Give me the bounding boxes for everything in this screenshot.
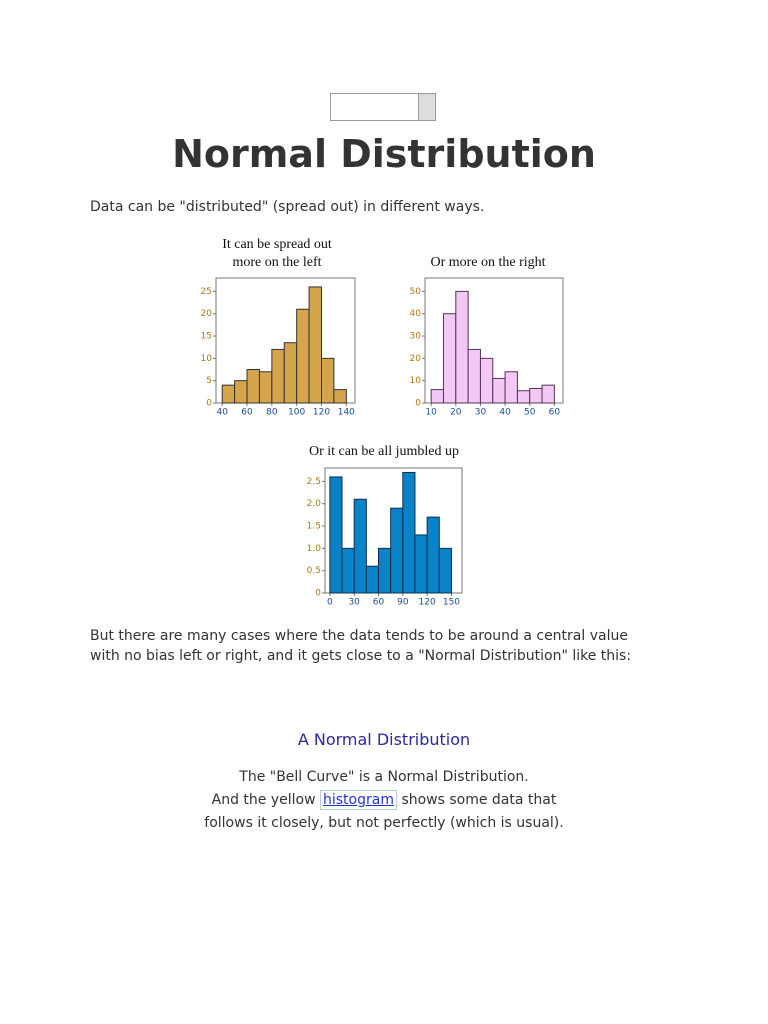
histogram-bar: [246, 369, 260, 404]
histogram-bar: [492, 377, 506, 404]
histogram-bar: [504, 371, 518, 404]
x-tick-label: 100: [288, 408, 305, 418]
x-tick-label: 120: [313, 408, 330, 418]
histogram-bar: [430, 389, 444, 404]
histogram-bar: [378, 547, 392, 594]
y-tick-label: 20: [410, 354, 422, 364]
histogram-bar: [438, 547, 452, 594]
histogram-bar: [234, 380, 248, 404]
section-text: shows some data that: [401, 792, 557, 808]
intro-text: Data can be "distributed" (spread out) i…: [90, 199, 485, 215]
histogram-bar: [479, 357, 494, 404]
x-tick-label: 60: [549, 408, 561, 418]
x-tick-label: 90: [397, 598, 409, 608]
histogram-bar: [516, 390, 531, 404]
section-heading: A Normal Distribution: [297, 730, 471, 749]
y-tick-label: 20: [201, 309, 213, 319]
histogram-bar: [329, 476, 343, 594]
histogram-bar: [320, 357, 335, 404]
x-tick-label: 60: [241, 408, 253, 418]
histogram-bar: [283, 342, 298, 404]
y-tick-label: 0.5: [307, 566, 321, 576]
histogram-bar: [390, 507, 404, 594]
histogram-bar: [442, 313, 457, 404]
histogram-bar: [221, 384, 236, 404]
chart-title: more on the left: [232, 255, 321, 270]
section-line: The "Bell Curve" is a Normal Distributio…: [239, 769, 529, 785]
x-tick-label: 20: [450, 408, 462, 418]
histogram-bar: [353, 498, 367, 594]
histogram-bar: [296, 308, 310, 404]
histogram-bar: [541, 384, 555, 404]
y-tick-label: 1.5: [307, 522, 321, 532]
histogram-bar: [365, 565, 380, 594]
y-tick-label: 2.0: [307, 499, 322, 509]
chart-title: It can be spread out: [222, 237, 332, 252]
x-tick-label: 80: [266, 408, 278, 418]
y-tick-label: 25: [201, 287, 212, 297]
search-button[interactable]: [418, 94, 435, 120]
x-tick-label: 30: [348, 598, 360, 608]
x-tick-label: 50: [524, 408, 536, 418]
x-tick-label: 10: [425, 408, 437, 418]
x-tick-label: 150: [443, 598, 460, 608]
x-tick-label: 120: [419, 598, 436, 608]
y-tick-label: 5: [206, 376, 212, 386]
x-tick-label: 40: [499, 408, 511, 418]
y-tick-label: 2.5: [307, 477, 321, 487]
histogram-bar: [414, 534, 428, 594]
paragraph-line: But there are many cases where the data …: [90, 628, 628, 644]
chart-title: Or more on the right: [430, 255, 545, 270]
x-tick-label: 140: [338, 408, 355, 418]
y-tick-label: 0: [206, 399, 212, 409]
histogram-bar: [467, 348, 481, 404]
y-tick-label: 10: [201, 354, 213, 364]
search-box[interactable]: [330, 93, 436, 121]
x-tick-label: 40: [216, 408, 228, 418]
y-tick-label: 0: [315, 589, 321, 599]
histogram-bar: [529, 387, 543, 404]
histogram-bar: [258, 371, 273, 404]
histogram-bar: [402, 471, 416, 594]
chart-title: Or it can be all jumbled up: [309, 444, 459, 459]
section-line: And the yellow histogram shows some data…: [0, 790, 768, 810]
y-tick-label: 1.0: [307, 544, 322, 554]
y-tick-label: 50: [410, 287, 422, 297]
x-tick-label: 0: [327, 598, 333, 608]
x-tick-label: 60: [373, 598, 385, 608]
histogram-bar: [308, 286, 322, 404]
histogram-link[interactable]: histogram: [320, 790, 397, 810]
paragraph-line: with no bias left or right, and it gets …: [90, 648, 632, 664]
y-tick-label: 30: [410, 332, 422, 342]
histogram-bar: [426, 516, 440, 594]
histogram-bar: [341, 547, 355, 594]
section-text: And the yellow: [211, 792, 316, 808]
histogram-bar: [271, 348, 285, 404]
page-title: Normal Distribution: [172, 132, 596, 176]
y-tick-label: 15: [201, 332, 212, 342]
y-tick-label: 40: [410, 309, 422, 319]
y-tick-label: 0: [415, 399, 421, 409]
histogram-bar: [333, 389, 347, 404]
histogram-bar: [455, 290, 469, 404]
section-line: follows it closely, but not perfectly (w…: [204, 815, 564, 831]
y-tick-label: 10: [410, 376, 422, 386]
x-tick-label: 30: [475, 408, 487, 418]
